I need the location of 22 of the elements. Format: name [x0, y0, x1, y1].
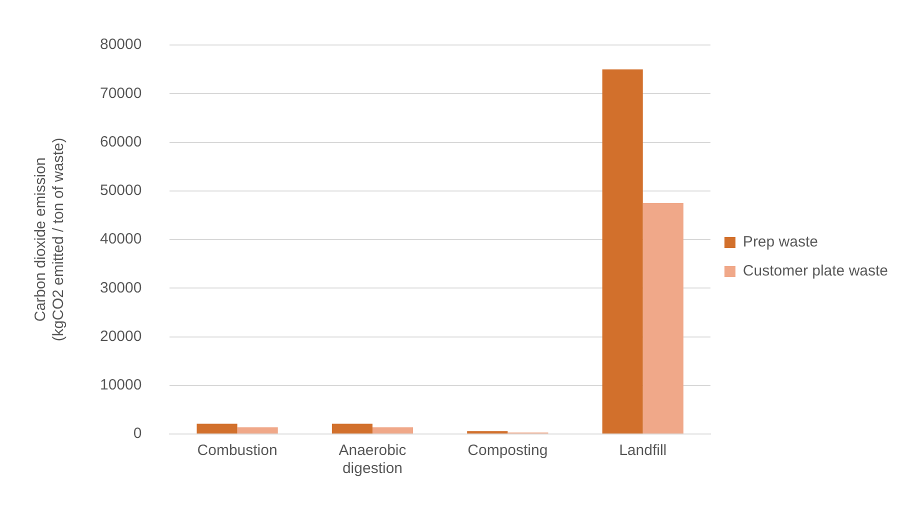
bar — [602, 69, 643, 434]
bar — [642, 203, 684, 434]
x-tick-label: Composting — [468, 442, 548, 460]
y-axis-title: Carbon dioxide emission (kgCO2 emitted / ton of waste) — [32, 138, 68, 342]
bar — [372, 427, 414, 434]
y-tick-label: 20000 — [100, 328, 142, 345]
y-tick-label: 40000 — [100, 230, 142, 248]
y-tick-label: 50000 — [100, 182, 142, 200]
x-tick-label: Anaerobic digestion — [338, 442, 407, 478]
y-tick-label: 10000 — [100, 376, 142, 394]
bar — [332, 424, 372, 434]
y-tick-label: 30000 — [100, 279, 142, 296]
y-tick-label: 80000 — [100, 36, 142, 54]
legend-label: Prep waste — [742, 234, 818, 251]
y-tick-label: 70000 — [100, 84, 142, 102]
y-tick-label: 0 — [133, 425, 142, 442]
x-tick-label: Combustion — [197, 442, 278, 460]
bar — [196, 424, 238, 434]
x-tick-label: Landfill — [619, 442, 667, 460]
y-tick-label: 60000 — [100, 133, 142, 150]
bar — [237, 427, 278, 434]
legend-label: Customer plate waste — [742, 262, 888, 280]
